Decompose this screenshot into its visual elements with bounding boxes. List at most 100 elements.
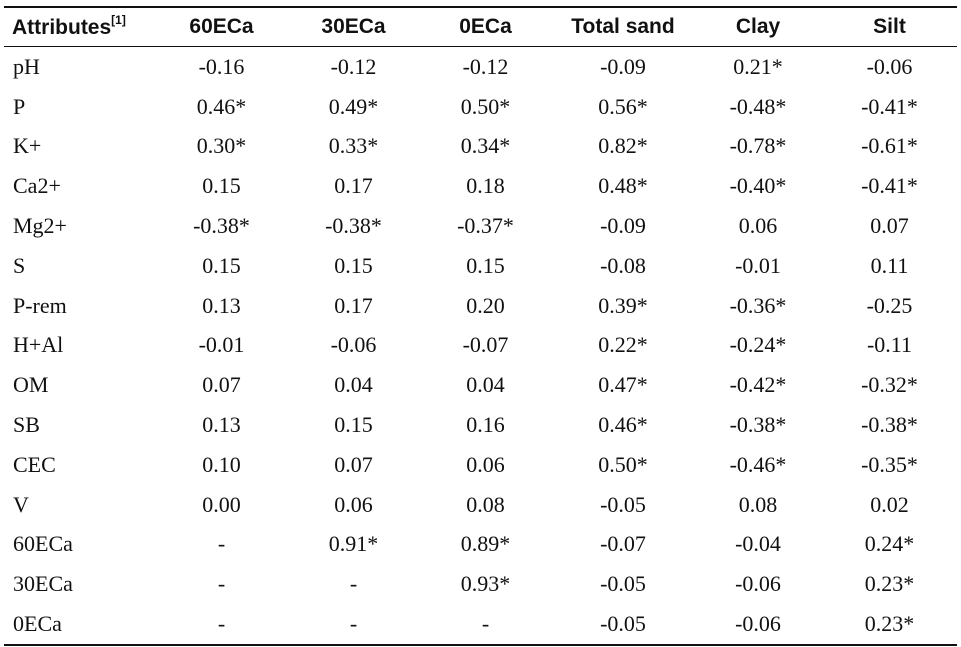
header-row: Attributes[1] 60ECa 30ECa 0ECa Total san…	[4, 7, 957, 47]
correlation-table-container: Attributes[1] 60ECa 30ECa 0ECa Total san…	[4, 6, 957, 646]
row-label: H+Al	[13, 332, 64, 358]
table-row: H+Al -0.01 -0.06 -0.07 0.22* -0.24* -0.11	[4, 326, 957, 366]
table-cell: -0.38*	[325, 213, 382, 239]
table-cell: 0.15	[202, 252, 241, 278]
table-cell: 0.15	[334, 412, 373, 438]
table-cell: 0.46*	[598, 412, 648, 438]
row-label: 30ECa	[13, 571, 73, 597]
row-label: SB	[13, 412, 40, 438]
header-attributes: Attributes[1]	[4, 7, 155, 47]
row-label: S	[13, 252, 26, 278]
table-cell: -0.42*	[729, 372, 787, 398]
table-cell: 0.91*	[328, 531, 379, 557]
table-row: P-rem 0.13 0.17 0.20 0.39* -0.36* -0.25	[4, 286, 957, 326]
table-cell: -0.36*	[729, 292, 787, 318]
table-cell: -0.16	[198, 53, 245, 79]
table-cell: -0.11	[866, 332, 912, 358]
row-label: Ca2+	[13, 173, 61, 199]
table-cell: 0.06	[334, 491, 373, 517]
table-row: 60ECa - 0.91* 0.89* -0.07 -0.04 0.24*	[4, 525, 957, 565]
table-body: pH -0.16 -0.12 -0.12 -0.09 0.21* -0.06 P 0.46* 0.…	[4, 47, 957, 645]
table-cell: 0.07	[202, 372, 241, 398]
table-cell: 0.07	[334, 451, 373, 477]
row-label: Mg2+	[13, 213, 67, 239]
table-cell: 0.30*	[196, 133, 247, 159]
table-cell: 0.18	[466, 173, 505, 199]
table-cell: 0.17	[334, 173, 373, 199]
table-cell: -0.06	[866, 53, 913, 79]
table-cell: 0.06	[466, 451, 505, 477]
correlation-table: Attributes[1] 60ECa 30ECa 0ECa Total san…	[4, 6, 957, 646]
row-label: P	[13, 93, 26, 119]
header-attributes-label: Attributes	[12, 15, 112, 39]
table-row: Ca2+ 0.15 0.17 0.18 0.48* -0.40* -0.41*	[4, 166, 957, 206]
table-cell: 0.22*	[598, 332, 648, 358]
table-cell: -0.05	[600, 491, 646, 517]
table-cell: 0.13	[202, 292, 241, 318]
row-label: P-rem	[13, 292, 67, 318]
header-30eca: 30ECa	[321, 15, 386, 38]
table-cell: 0.11	[870, 252, 909, 278]
table-cell: 0.17	[334, 292, 373, 318]
table-row: S 0.15 0.15 0.15 -0.08 -0.01 0.11	[4, 246, 957, 286]
table-row: CEC 0.10 0.07 0.06 0.50* -0.46* -0.35*	[4, 445, 957, 485]
footnote-marker: [1]	[111, 12, 126, 27]
table-cell: -0.06	[735, 611, 781, 637]
table-row: 0ECa - - - -0.05 -0.06 0.23*	[4, 604, 957, 645]
table-cell: -	[481, 611, 490, 637]
row-label: CEC	[13, 451, 56, 477]
header-clay: Clay	[735, 15, 781, 38]
row-label: K+	[13, 133, 42, 159]
table-cell: 0.23*	[864, 571, 915, 597]
table-cell: -0.35*	[861, 451, 918, 477]
table-cell: 0.00	[202, 491, 241, 517]
table-cell: 0.04	[334, 372, 373, 398]
table-cell: -0.07	[462, 332, 509, 358]
row-label: 60ECa	[13, 531, 73, 557]
table-cell: 0.15	[202, 173, 241, 199]
table-cell: 0.02	[870, 491, 909, 517]
table-cell: -0.06	[735, 571, 781, 597]
table-cell: -0.05	[600, 571, 646, 597]
table-header: Attributes[1] 60ECa 30ECa 0ECa Total san…	[4, 7, 957, 47]
table-cell: -0.32*	[861, 372, 918, 398]
table-cell: 0.21*	[733, 53, 783, 79]
table-cell: 0.46*	[196, 93, 247, 119]
row-label: 0ECa	[13, 611, 62, 637]
header-60eca: 60ECa	[189, 15, 254, 38]
header-0eca: 0ECa	[459, 15, 512, 38]
table-cell: -	[217, 611, 226, 637]
table-cell: -0.08	[600, 252, 646, 278]
table-cell: -0.46*	[729, 451, 787, 477]
table-row: OM 0.07 0.04 0.04 0.47* -0.42* -0.32*	[4, 365, 957, 405]
table-cell: 0.08	[738, 491, 778, 517]
table-row: V 0.00 0.06 0.08 -0.05 0.08 0.02	[4, 485, 957, 525]
table-cell: 0.89*	[460, 531, 511, 557]
table-cell: 0.50*	[598, 451, 648, 477]
table-cell: -0.37*	[457, 213, 514, 239]
table-cell: -0.07	[600, 531, 646, 557]
table-cell: 0.48*	[598, 173, 648, 199]
table-cell: -0.12	[330, 53, 377, 79]
table-cell: -0.25	[866, 292, 913, 318]
table-cell: -0.41*	[861, 173, 918, 199]
table-cell: 0.06	[738, 213, 778, 239]
table-cell: -0.38*	[193, 213, 250, 239]
table-cell: 0.33*	[328, 133, 379, 159]
table-cell: -0.04	[735, 531, 781, 557]
table-cell: 0.15	[466, 252, 505, 278]
table-cell: 0.23*	[864, 611, 915, 637]
table-cell: 0.07	[870, 213, 909, 239]
table-cell: -0.38*	[729, 412, 787, 438]
table-cell: -	[217, 531, 226, 557]
table-cell: 0.08	[466, 491, 505, 517]
table-cell: 0.16	[466, 412, 505, 438]
table-cell: -0.05	[600, 611, 646, 637]
table-cell: 0.56*	[598, 93, 648, 119]
table-cell: 0.24*	[864, 531, 915, 557]
table-cell: -0.09	[600, 213, 646, 239]
header-total-sand: Total sand	[571, 15, 675, 38]
table-cell: -0.38*	[861, 412, 918, 438]
table-cell: 0.82*	[598, 133, 648, 159]
table-cell: -	[217, 571, 226, 597]
